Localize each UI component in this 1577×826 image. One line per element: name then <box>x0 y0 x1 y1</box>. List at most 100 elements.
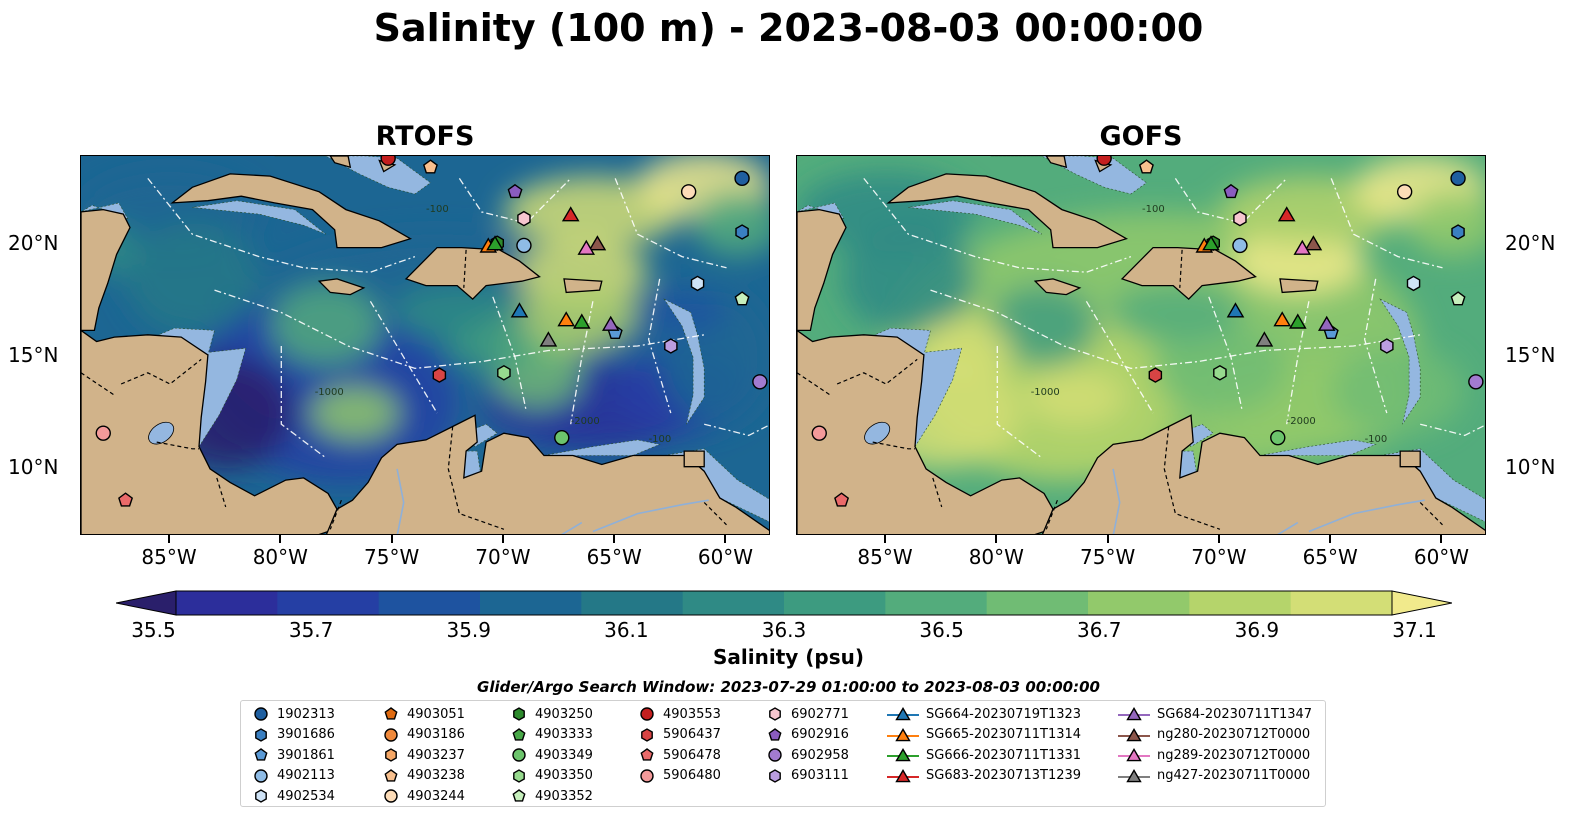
colorbar <box>115 590 1453 620</box>
eez-boundary <box>214 289 705 370</box>
pentagon-marker-icon <box>384 768 398 782</box>
lon-tick-label: 80°W <box>968 545 1024 569</box>
legend: 1902313 3901686 3901861 4902113 4902534 49030… <box>240 700 1326 807</box>
legend-label: ng427-20230711T0000 <box>1157 768 1311 783</box>
salinity-patch <box>1219 176 1398 248</box>
station-marker <box>517 210 531 227</box>
legend-marker <box>1126 748 1142 762</box>
legend-item: SG666-20230711T1331 <box>886 746 1081 764</box>
eez-boundary <box>1208 296 1243 411</box>
river <box>1308 499 1425 533</box>
eez-boundary <box>996 346 1043 459</box>
legend-marker <box>769 768 781 783</box>
colorbar-tick-label: 36.5 <box>919 618 964 642</box>
legend-item: 4903186 <box>381 726 465 744</box>
legend-label: 4903333 <box>535 727 593 742</box>
station-marker <box>811 425 827 441</box>
country-border <box>447 426 505 530</box>
legend-marker <box>254 748 268 761</box>
station-marker <box>539 331 558 347</box>
legend-marker <box>512 727 526 741</box>
colorbar-extend-low <box>115 590 177 616</box>
land-yucatan <box>797 208 847 332</box>
legend-item: 3901861 <box>251 746 335 764</box>
salinity-patch <box>693 189 769 257</box>
country-border <box>216 477 227 508</box>
colorbar-segment <box>682 591 785 615</box>
country-border <box>703 502 727 526</box>
triangle-marker-icon <box>887 707 919 721</box>
lon-tick-mark <box>1106 535 1109 543</box>
salinity-patch <box>270 285 382 367</box>
eez-boundary <box>1085 300 1154 414</box>
salinity-patch <box>1108 283 1243 342</box>
legend-label: 1902313 <box>277 706 335 722</box>
legend-marker <box>385 748 397 762</box>
colorbar-segment <box>1088 591 1190 615</box>
legend-label: 3901861 <box>277 747 335 763</box>
shelf-venShelf <box>543 439 661 456</box>
land-bahamas1 <box>1045 156 1068 169</box>
triangle-marker-icon <box>1118 727 1150 741</box>
legend-marker <box>254 707 268 721</box>
shelf-yucatanShelf <box>81 202 129 220</box>
shelf-orinoco <box>664 448 769 522</box>
legend-item: 4903350 <box>509 767 593 785</box>
colorbar-frame <box>175 590 1393 616</box>
eez-boundary <box>614 178 727 269</box>
station-marker <box>735 224 749 240</box>
land-trinidad <box>1399 450 1421 468</box>
legend-label: 4903237 <box>407 747 465 763</box>
station-marker <box>588 235 607 251</box>
legend-label: 4903186 <box>407 727 465 742</box>
colorbar-segment <box>1189 591 1292 615</box>
legend-label: 4903350 <box>535 768 593 783</box>
colorbar-tick-label: 35.5 <box>131 618 176 642</box>
river <box>592 499 709 533</box>
station-marker <box>1223 183 1239 199</box>
station-marker <box>516 237 532 254</box>
legend-item: 4903244 <box>381 787 465 805</box>
salinity-patch <box>310 386 400 440</box>
figure-title: Salinity (100 m) - 2023-08-03 00:00:00 <box>373 6 1204 50</box>
eez-boundary <box>1286 301 1310 425</box>
country-border <box>872 441 915 450</box>
station-marker <box>118 492 134 507</box>
legend-item: 6902771 <box>765 705 849 723</box>
legend-label: 4903349 <box>535 747 593 763</box>
station-marker <box>752 374 768 390</box>
station-marker <box>497 364 511 381</box>
lat-tick-label: 10°N <box>1505 454 1556 479</box>
eez-boundary <box>369 300 438 414</box>
circle-marker-icon <box>254 768 268 783</box>
lat-tick-label: 10°N <box>8 454 59 479</box>
salinity-patch <box>448 323 538 369</box>
land-cuba <box>170 173 413 249</box>
legend-item: 4903051 <box>381 705 465 723</box>
legend-marker <box>640 768 654 783</box>
legend-item: 4903250 <box>509 705 593 723</box>
legend-item: 4903333 <box>509 726 593 744</box>
legend-marker <box>384 789 398 803</box>
legend-item: SG684-20230711T1347 <box>1117 705 1312 723</box>
shelf-lesserAnt <box>663 298 705 425</box>
colorbar-segment <box>176 591 278 615</box>
station-marker <box>1450 291 1466 306</box>
legend-item: ng289-20230712T0000 <box>1117 746 1310 764</box>
pentagon-marker-icon <box>512 789 526 802</box>
legend-marker <box>895 768 911 782</box>
legend-label: 4903051 <box>407 706 465 722</box>
land-jamaica <box>317 278 366 296</box>
station-marker <box>1380 338 1394 354</box>
country-border <box>932 477 943 508</box>
legend-item: 4903349 <box>509 746 593 764</box>
legend-marker <box>769 707 781 721</box>
country-border <box>156 441 199 450</box>
eez-boundary <box>647 278 672 414</box>
lat-tick-label: 15°N <box>1505 343 1556 368</box>
search-window-text: Glider/Argo Search Window: 2023-07-29 01… <box>477 678 1100 696</box>
colorbar-segment <box>277 591 380 615</box>
legend-label: 4903244 <box>407 788 465 804</box>
legend-marker <box>640 748 654 761</box>
station-marker <box>1288 313 1307 329</box>
